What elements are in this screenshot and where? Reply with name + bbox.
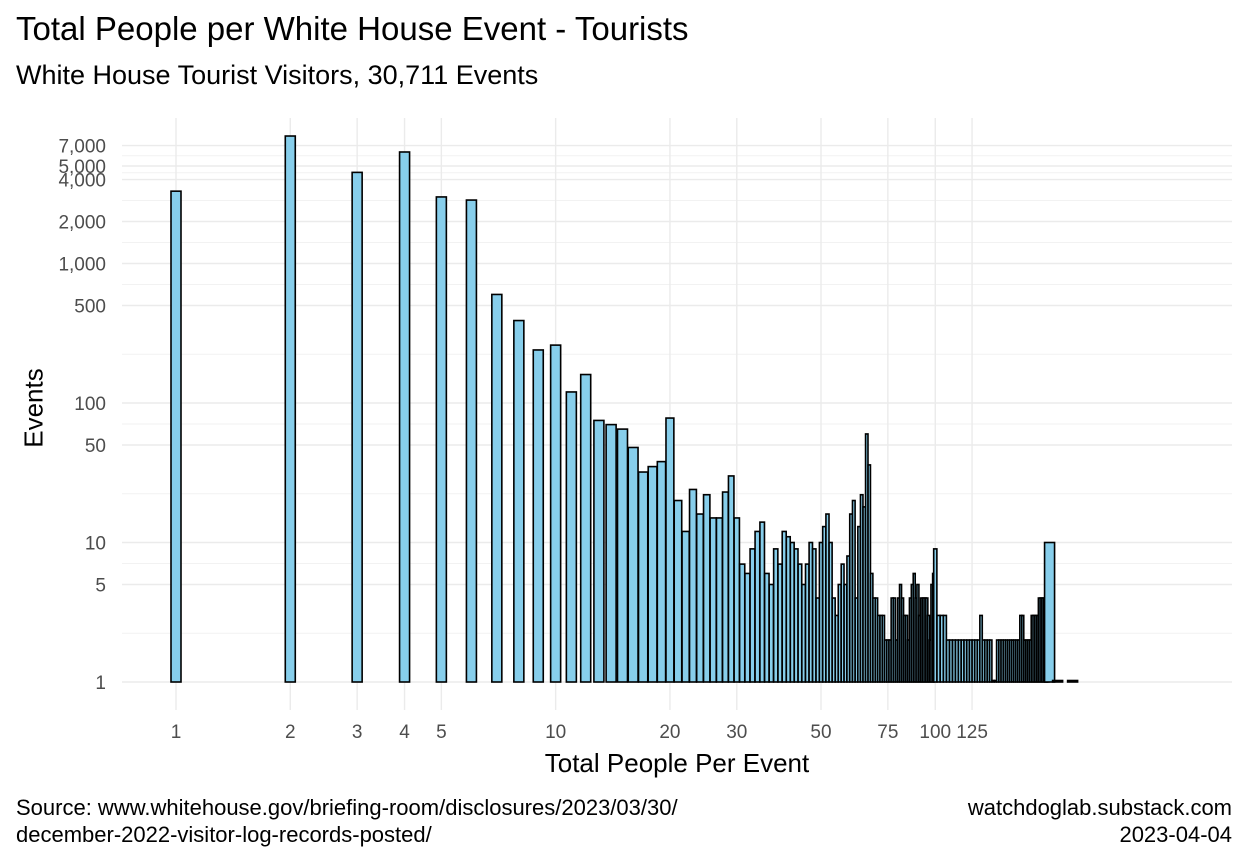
site-credit: watchdoglab.substack.com [967, 795, 1232, 820]
bar-30 [733, 517, 741, 683]
bars [170, 135, 1079, 683]
x-tick-label: 125 [956, 722, 988, 743]
y-tick-label: 2,000 [58, 213, 106, 234]
y-tick-label: 5,000 [58, 157, 106, 178]
y-tick-label: 5 [95, 575, 106, 596]
x-tick-label: 1 [171, 722, 182, 743]
x-tick-label: 20 [659, 722, 680, 743]
source-caption: Source: www.whitehouse.gov/briefing-room… [16, 794, 678, 848]
bar-21 [673, 499, 683, 683]
bar-210 [1051, 679, 1064, 683]
y-tick-label: 4,000 [58, 171, 106, 192]
y-tick-label: 1,000 [58, 255, 106, 276]
x-tick-label: 3 [352, 722, 363, 743]
bar-61 [851, 499, 856, 683]
bar-24 [695, 513, 705, 683]
bar-3 [351, 171, 363, 683]
y-tick-label: 1 [95, 673, 106, 694]
publish-date: 2023-04-04 [1119, 822, 1232, 847]
bar-230 [1066, 679, 1079, 683]
chart-subtitle: White House Tourist Visitors, 30,711 Eve… [16, 60, 539, 90]
x-tick-label: 30 [726, 722, 747, 743]
bar-32 [744, 572, 751, 683]
x-tick-label: 50 [810, 722, 831, 743]
bar-34 [754, 530, 761, 683]
y-tick-label: 50 [85, 436, 106, 457]
y-tick-label: 10 [85, 534, 106, 555]
bar-35 [759, 521, 766, 683]
chart-title: Total People per White House Event - Tou… [16, 10, 689, 47]
x-tick-label: 5 [436, 722, 447, 743]
bar-13 [593, 419, 605, 683]
bar-36 [763, 572, 770, 683]
bar-33 [749, 548, 756, 683]
bar-31 [738, 563, 746, 683]
bar-4 [398, 151, 411, 683]
source-line-1: Source: www.whitehouse.gov/briefing-room… [16, 795, 678, 820]
x-tick-labels: 1 2 3 4 5 10 20 30 50 75 100 125 [171, 722, 988, 743]
bar-12 [579, 373, 592, 683]
bar-10 [549, 344, 562, 683]
bar-6 [465, 199, 478, 683]
bar-2 [284, 135, 297, 683]
bar-14 [605, 423, 617, 683]
bar-140 [988, 639, 993, 683]
bar-20 [665, 417, 675, 683]
x-tick-label: 2 [285, 722, 296, 743]
bar-9 [532, 349, 545, 683]
bar-17 [637, 471, 649, 683]
bar-7 [491, 293, 503, 683]
x-axis-label: Total People Per Event [544, 748, 810, 778]
bar-11 [565, 391, 578, 683]
x-tick-label: 75 [877, 722, 898, 743]
y-tick-label: 500 [74, 296, 106, 317]
bar-22 [681, 530, 691, 683]
credit-caption: watchdoglab.substack.com 2023-04-04 [968, 794, 1232, 848]
bar-200 [1043, 541, 1056, 683]
bar-23 [688, 488, 698, 683]
bar-27 [715, 517, 724, 683]
y-tick-label: 100 [74, 394, 106, 415]
y-tick-label: 7,000 [58, 137, 106, 158]
x-tick-label: 100 [919, 722, 951, 743]
bar-28 [721, 491, 730, 683]
source-line-2: december-2022-visitor-log-records-posted… [16, 822, 432, 847]
y-axis-label: Events [18, 368, 49, 448]
bar-18 [647, 465, 658, 683]
bar-19 [656, 460, 667, 683]
bar-25 [702, 493, 711, 683]
bar-16 [627, 446, 639, 683]
x-tick-label: 4 [399, 722, 410, 743]
bar-26 [709, 517, 718, 683]
bar-29 [727, 475, 735, 683]
bar-5 [435, 196, 448, 683]
bar-8 [513, 319, 525, 683]
x-tick-label: 10 [545, 722, 566, 743]
bar-1 [170, 190, 182, 683]
bar-15 [616, 428, 629, 683]
